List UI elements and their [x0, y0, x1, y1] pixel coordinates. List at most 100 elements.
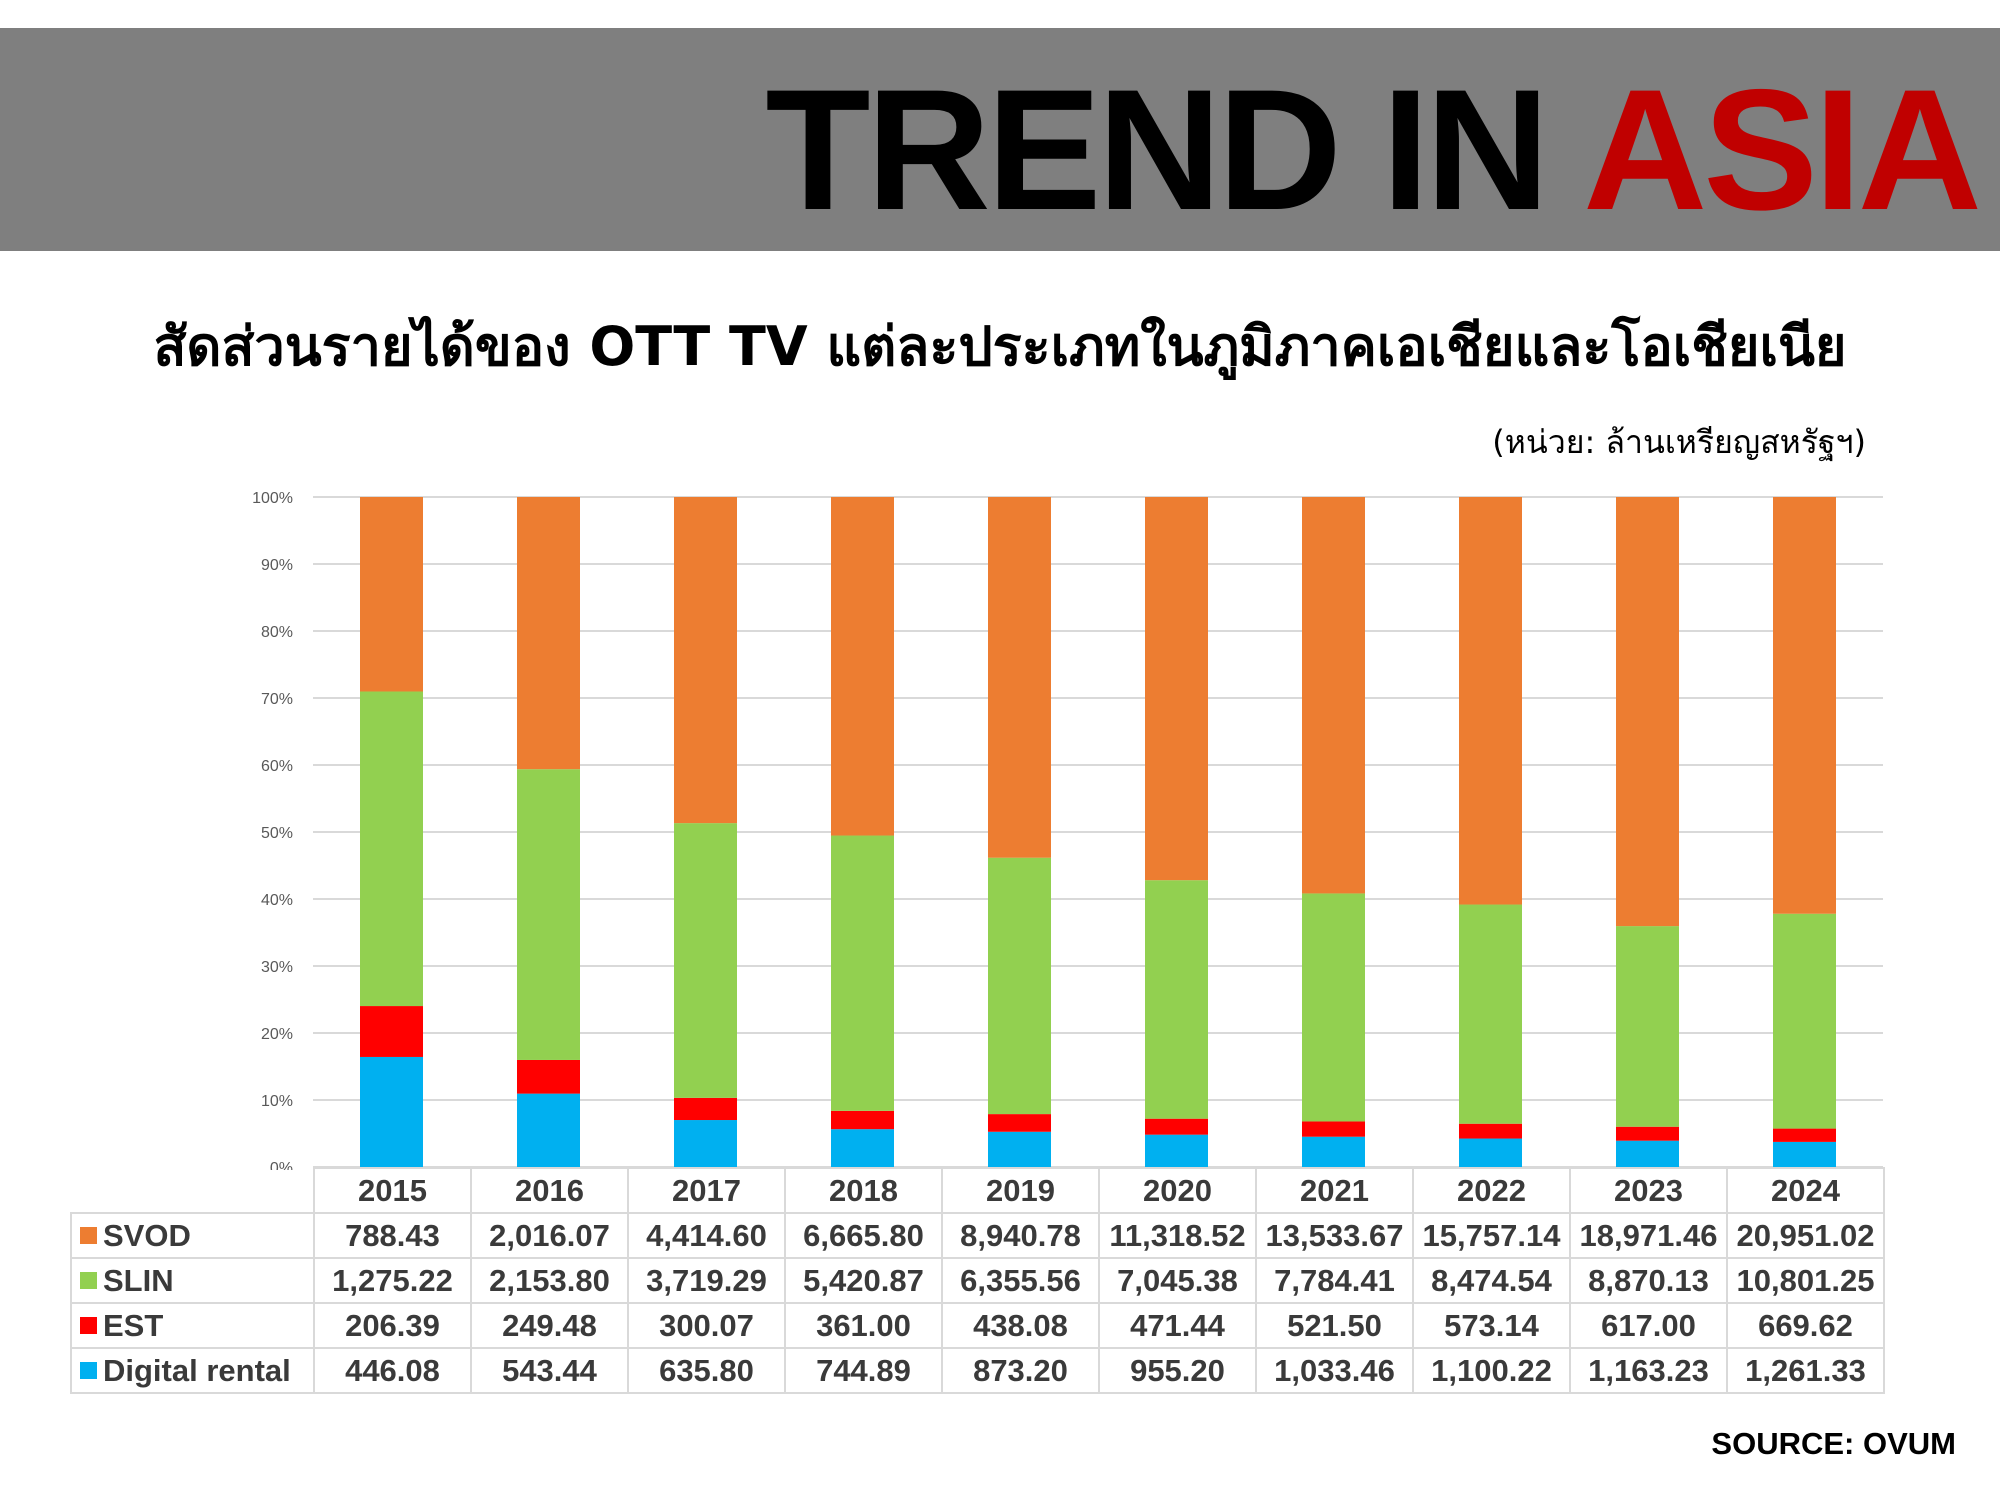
bar-segment-digital-rental [674, 1120, 737, 1167]
data-label: 955.20 [1098, 1347, 1257, 1394]
table-row: Digital rental 446.08 543.44 635.80 744.89 87… [70, 1347, 1885, 1394]
data-label: 8,940.78 [941, 1212, 1100, 1259]
data-label: 744.89 [784, 1347, 943, 1394]
y-tick-label: 60% [261, 758, 293, 775]
bar-segment-digital-rental [1145, 1134, 1208, 1167]
bar-stack-2017 [674, 497, 737, 1167]
y-tick-label: 90% [261, 557, 293, 574]
y-tick-label: 20% [261, 1026, 293, 1043]
data-label: 8,474.54 [1412, 1257, 1571, 1304]
table-corner [71, 1168, 315, 1214]
bar-stack-2024 [1773, 497, 1836, 1167]
data-label: 873.20 [941, 1347, 1100, 1394]
bar-segment-slin [360, 691, 423, 1007]
data-label: 6,355.56 [941, 1257, 1100, 1304]
x-category-label: 2022 [1412, 1167, 1571, 1214]
bar-segment-svod [360, 497, 423, 692]
legend-label: EST [103, 1308, 164, 1343]
data-label: 438.08 [941, 1302, 1100, 1349]
legend-label: Digital rental [103, 1353, 291, 1388]
bar-segment-est [1459, 1123, 1522, 1139]
data-table: 2015 2016 2017 2018 2019 2020 2021 2022 2023 2024… [70, 1167, 1885, 1394]
data-label: 15,757.14 [1412, 1212, 1571, 1259]
data-label: 206.39 [313, 1302, 472, 1349]
bar-stack-2019 [988, 497, 1051, 1167]
bar-stack-2023 [1616, 497, 1679, 1167]
data-label: 1,261.33 [1726, 1347, 1885, 1394]
bar-segment-est [831, 1110, 894, 1130]
bar-segment-est [360, 1006, 423, 1057]
bar-segment-digital-rental [1616, 1140, 1679, 1167]
legend-entry: EST [70, 1302, 315, 1349]
bar-stack-2020 [1145, 497, 1208, 1167]
data-label: 543.44 [470, 1347, 629, 1394]
data-label: 446.08 [313, 1347, 472, 1394]
data-label: 11,318.52 [1098, 1212, 1257, 1259]
data-label: 7,784.41 [1255, 1257, 1414, 1304]
y-tick-label: 100% [252, 490, 293, 507]
data-label: 6,665.80 [784, 1212, 943, 1259]
bar-stack-2016 [517, 497, 580, 1167]
table-header-row: 2015 2016 2017 2018 2019 2020 2021 2022 2023 2024 [71, 1167, 1885, 1214]
title-banner: TREND IN ASIA [0, 28, 2000, 251]
legend-swatch [80, 1272, 97, 1289]
x-category-label: 2017 [627, 1167, 786, 1214]
data-label: 8,870.13 [1569, 1257, 1728, 1304]
bar-segment-digital-rental [1302, 1136, 1365, 1167]
bar-segment-svod [674, 497, 737, 824]
y-tick-label: 40% [261, 892, 293, 909]
banner-title-main: TREND IN [765, 54, 1584, 246]
bar-segment-slin [1145, 880, 1208, 1119]
legend-swatch [80, 1362, 97, 1379]
x-category-label: 2019 [941, 1167, 1100, 1214]
y-tick-label: 10% [261, 1093, 293, 1110]
y-tick-label: 50% [261, 825, 293, 842]
bar-segment-svod [988, 497, 1051, 858]
bar-segment-svod [1773, 497, 1836, 914]
y-tick-label: 30% [261, 959, 293, 976]
data-label: 2,153.80 [470, 1257, 629, 1304]
data-label: 7,045.38 [1098, 1257, 1257, 1304]
data-label: 18,971.46 [1569, 1212, 1728, 1259]
data-label: 10,801.25 [1726, 1257, 1885, 1304]
bar-segment-slin [1302, 893, 1365, 1122]
bar-segment-svod [1616, 497, 1679, 927]
data-label: 13,533.67 [1255, 1212, 1414, 1259]
bar-segment-digital-rental [360, 1056, 423, 1167]
bar-segment-digital-rental [1773, 1141, 1836, 1167]
bar-segment-digital-rental [831, 1129, 894, 1167]
bar-segment-digital-rental [1459, 1138, 1522, 1167]
data-label: 249.48 [470, 1302, 629, 1349]
legend-entry: Digital rental [70, 1347, 315, 1394]
bar-segment-slin [988, 857, 1051, 1115]
x-category-label: 2020 [1098, 1167, 1257, 1214]
data-label: 1,100.22 [1412, 1347, 1571, 1394]
bar-stack-2015 [360, 497, 423, 1167]
data-label: 521.50 [1255, 1302, 1414, 1349]
legend-label: SVOD [103, 1218, 191, 1253]
table-row: SVOD 788.43 2,016.07 4,414.60 6,665.80 8,940.… [70, 1212, 1885, 1259]
bar-segment-slin [517, 769, 580, 1060]
bar-segment-svod [1459, 497, 1522, 905]
data-label: 2,016.07 [470, 1212, 629, 1259]
data-label: 20,951.02 [1726, 1212, 1885, 1259]
x-category-label: 2018 [784, 1167, 943, 1214]
data-label: 300.07 [627, 1302, 786, 1349]
data-label: 573.14 [1412, 1302, 1571, 1349]
data-label: 1,275.22 [313, 1257, 472, 1304]
banner-title-accent: ASIA [1583, 54, 1982, 246]
source-note: SOURCE: OVUM [1711, 1426, 1956, 1461]
data-label: 471.44 [1098, 1302, 1257, 1349]
bar-segment-est [988, 1114, 1051, 1132]
data-label: 635.80 [627, 1347, 786, 1394]
bar-segment-slin [1459, 904, 1522, 1124]
data-label: 788.43 [313, 1212, 472, 1259]
bar-segment-est [1616, 1126, 1679, 1141]
bar-stack-2018 [831, 497, 894, 1167]
bar-segment-est [674, 1097, 737, 1121]
legend-swatch [80, 1317, 97, 1334]
legend-entry: SLIN [70, 1257, 315, 1304]
data-label: 1,033.46 [1255, 1347, 1414, 1394]
bar-segment-slin [1773, 913, 1836, 1129]
unit-note: (หน่วย: ล้านเหรียญสหรัฐฯ) [1492, 423, 1866, 461]
